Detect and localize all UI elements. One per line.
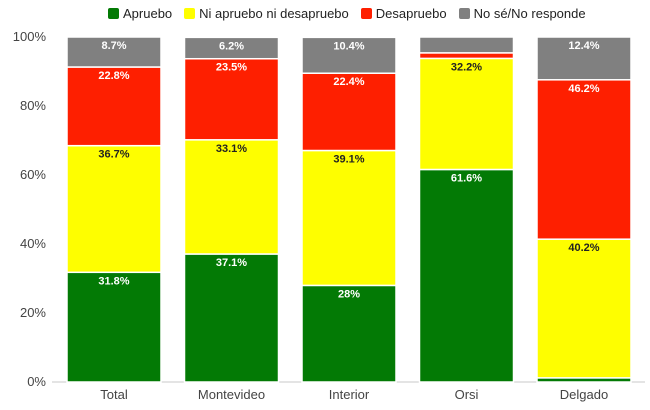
data-label: 46.2% <box>568 83 599 95</box>
bars <box>66 36 632 383</box>
y-tick-label: 40% <box>20 236 46 251</box>
y-tick-label: 80% <box>20 98 46 113</box>
bar-segment-no-s-no-responde <box>536 36 632 81</box>
bar-segment-desapruebo <box>536 79 632 240</box>
data-label: 61.6% <box>451 172 482 184</box>
bar-segment-ni-apruebo-ni-desapruebo <box>301 149 397 287</box>
bar-segment-ni-apruebo-ni-desapruebo <box>66 144 162 274</box>
x-tick-label: Orsi <box>455 387 479 402</box>
data-label: 39.1% <box>333 154 364 166</box>
bar-segment-desapruebo <box>66 66 162 147</box>
bar-segment-no-s-no-responde <box>183 36 280 60</box>
data-label: 6.2% <box>219 40 244 52</box>
data-label: 32.2% <box>451 61 482 73</box>
data-label: 37.1% <box>216 257 247 269</box>
data-label: 22.4% <box>333 76 364 88</box>
data-label: 28% <box>338 288 360 300</box>
bar-segment-desapruebo <box>418 52 515 60</box>
bar-segment-ni-apruebo-ni-desapruebo <box>183 139 280 255</box>
x-tick-label: Delgado <box>560 387 608 402</box>
y-tick-label: 0% <box>27 374 46 389</box>
data-label: 8.7% <box>101 40 126 52</box>
legend-swatch <box>360 7 372 19</box>
bar-segment-apruebo <box>301 284 397 383</box>
y-tick-label: 100% <box>13 29 47 44</box>
data-label: 36.7% <box>98 149 129 161</box>
bar-segment-apruebo <box>183 253 280 383</box>
legend-swatch <box>458 7 470 19</box>
legend-label: Ni apruebo ni desapruebo <box>199 5 349 21</box>
data-labels: 31.8% 36.7% 22.8% 8.7% 37.1% 33.1% 23.5% 6.2% 28… <box>98 40 599 300</box>
legend: Apruebo Ni apruebo ni desapruebo Desaprueb… <box>108 4 586 22</box>
x-tick-label: Montevideo <box>198 387 265 402</box>
x-tick-label: Total <box>100 387 128 402</box>
y-tick-label: 60% <box>20 167 46 182</box>
bar-segment-ni-apruebo-ni-desapruebo <box>536 238 632 379</box>
data-label: 10.4% <box>333 40 364 52</box>
bar-segment-ni-apruebo-ni-desapruebo <box>418 57 515 171</box>
data-label: 40.2% <box>568 242 599 254</box>
data-label: 22.8% <box>98 70 129 82</box>
legend-swatch <box>184 7 196 19</box>
bar-segment-desapruebo <box>301 72 397 152</box>
x-axis: Total Montevideo Interior Orsi Delgado <box>100 387 608 402</box>
bar-segment-no-s-no-responde <box>301 36 397 74</box>
legend-item: Apruebo <box>108 6 172 21</box>
legend-item: Desapruebo <box>360 5 447 21</box>
legend-swatch <box>108 7 119 19</box>
data-label: 23.5% <box>216 62 247 74</box>
bar-segment-no-s-no-responde <box>66 36 162 68</box>
y-tick-label: 20% <box>20 305 46 320</box>
data-label: 33.1% <box>216 143 247 155</box>
bar-segment-apruebo <box>418 168 515 383</box>
y-axis: 0% 20% 40% 60% 80% 100% <box>13 29 47 389</box>
x-tick-label: Interior <box>329 387 370 402</box>
bar-segment-no-s-no-responde <box>418 36 515 54</box>
legend-label: Apruebo <box>123 5 173 21</box>
bar-segment-apruebo <box>66 271 162 383</box>
legend-label: No sé/No responde <box>473 5 586 21</box>
data-label: 31.8% <box>98 275 129 287</box>
data-label: 12.4% <box>568 40 599 52</box>
legend-item: No sé/No responde <box>458 5 586 21</box>
legend-label: Desapruebo <box>375 5 447 21</box>
legend-item: Ni apruebo ni desapruebo <box>184 6 349 21</box>
